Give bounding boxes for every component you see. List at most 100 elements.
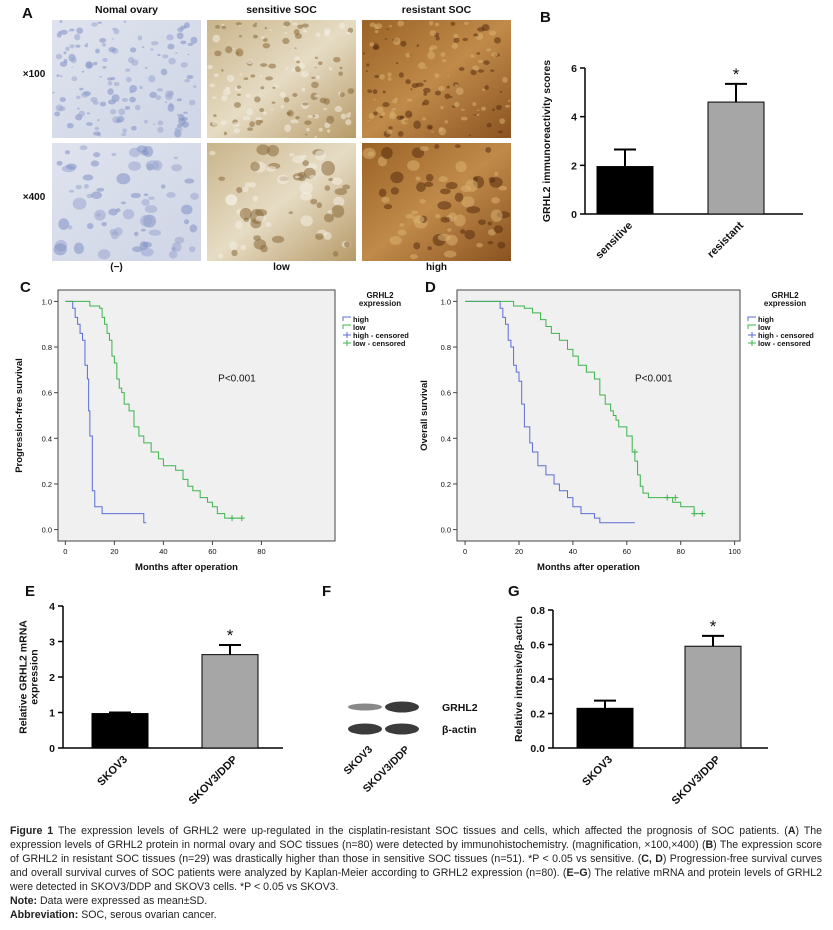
tissue-cell	[229, 241, 238, 250]
lane-label: SKOV3	[341, 744, 375, 778]
tissue-cell	[490, 209, 503, 222]
tissue-cell	[167, 43, 175, 50]
y-tick-label: 0.6	[441, 389, 451, 398]
tissue-cell	[374, 29, 379, 34]
legend-label: low	[353, 323, 366, 332]
bar	[201, 654, 259, 749]
tissue-cell	[121, 97, 129, 102]
tissue-cell	[373, 98, 376, 101]
legend-title: expression	[359, 299, 401, 308]
tissue-cell	[141, 46, 145, 49]
abbreviation-text: SOC, serous ovarian cancer.	[78, 909, 217, 921]
tissue-cell	[213, 114, 217, 117]
tissue-cell	[293, 29, 300, 36]
tissue-cell	[284, 32, 288, 34]
tissue-cell	[166, 34, 174, 41]
tissue-cell	[233, 128, 241, 134]
tissue-cell	[86, 112, 90, 115]
tissue-cell	[253, 239, 267, 250]
tissue-cell	[63, 58, 68, 64]
tissue-cell	[77, 107, 80, 110]
tissue-cell	[410, 88, 413, 91]
tissue-cell	[211, 120, 218, 126]
tissue-cell	[175, 52, 178, 54]
tissue-cell	[458, 67, 465, 71]
tissue-cell	[66, 163, 77, 170]
legend-symbol	[343, 340, 351, 346]
tissue-cell	[112, 116, 120, 124]
tissue-cell	[112, 27, 117, 31]
tissue-cell	[437, 233, 451, 242]
tissue-cell	[269, 29, 272, 31]
tissue-cell	[339, 22, 346, 29]
tissue-cell	[86, 223, 94, 230]
tissue-cell	[318, 127, 323, 132]
y-tick-label: 0.6	[42, 389, 52, 398]
tissue-cell	[419, 199, 426, 204]
tissue-cell	[486, 122, 492, 128]
tissue-cell	[174, 126, 183, 132]
tissue-cell	[409, 114, 412, 117]
tissue-cell	[143, 193, 149, 197]
y-tick-label: 0.2	[42, 480, 52, 489]
tissue-cell	[440, 105, 444, 110]
tissue-cell	[148, 75, 156, 83]
legend-symbol	[747, 324, 756, 329]
tissue-cell	[372, 89, 378, 95]
tissue-cell	[374, 75, 380, 78]
survival-curve	[65, 300, 242, 519]
tissue-cell	[193, 85, 197, 88]
tissue-cell	[334, 188, 348, 196]
figure: A B C D E F G Nomal ovary sensitive SOC resistant…	[14, 4, 814, 807]
tissue-cell	[226, 74, 235, 83]
tissue-cell	[75, 184, 83, 190]
tissue-cell	[157, 126, 164, 133]
tissue-cell	[443, 250, 457, 258]
tissue-cell	[86, 193, 93, 199]
tissue-cell	[254, 22, 258, 25]
tissue-cell	[124, 106, 131, 110]
tissue-cell	[441, 59, 447, 63]
tissue-cell	[340, 113, 347, 120]
tissue-cell	[292, 92, 298, 98]
caption-segment: Figure 1	[10, 825, 54, 837]
abbreviation-label: Abbreviation:	[10, 909, 79, 921]
tissue-cell	[279, 91, 286, 98]
tissue-cell	[92, 100, 99, 105]
tissue-cell	[374, 25, 379, 30]
tissue-cell	[91, 191, 103, 199]
y-tick-label: 0.4	[42, 434, 52, 443]
tissue-cell	[339, 92, 345, 98]
tissue-cell	[393, 37, 401, 46]
tissue-cell	[190, 192, 199, 200]
tissue-cell	[132, 246, 143, 253]
tissue-cell	[148, 196, 155, 200]
tissue-cell	[140, 228, 146, 232]
tissue-cell	[236, 93, 241, 96]
tissue-cell	[496, 104, 502, 111]
tissue-cell	[416, 182, 426, 192]
tissue-cell	[111, 152, 117, 157]
tissue-cell	[252, 23, 257, 28]
tissue-cell	[139, 85, 143, 90]
tissue-cell	[305, 133, 308, 136]
tissue-cell	[238, 24, 241, 27]
tissue-cell	[300, 215, 313, 227]
tissue-cell	[395, 62, 399, 65]
tissue-cell	[319, 97, 327, 104]
tissue-cell	[121, 133, 127, 137]
tissue-cell	[125, 76, 132, 83]
row-header: ×100	[23, 69, 46, 80]
tissue-cell	[215, 25, 221, 29]
tissue-cell	[259, 63, 268, 67]
x-tick-label: SKOV3	[95, 754, 130, 789]
tissue-cell	[367, 89, 373, 94]
tissue-cell	[93, 131, 101, 136]
tissue-cell	[397, 131, 404, 137]
tissue-cell	[342, 184, 351, 190]
tissue-cell	[235, 22, 242, 26]
tissue-cell	[333, 196, 345, 207]
panel-label: C	[20, 279, 31, 296]
tissue-cell	[460, 116, 468, 121]
tissue-cell	[167, 104, 175, 112]
